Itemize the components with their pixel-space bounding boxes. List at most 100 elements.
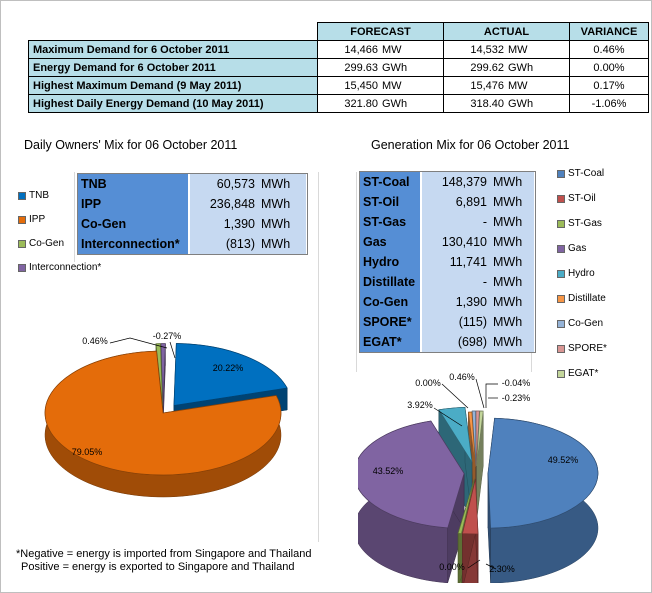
legend-label: ST-Coal: [568, 168, 605, 179]
legend-label: EGAT*: [568, 368, 599, 379]
legend-item: Hydro: [557, 268, 595, 279]
table-row: IPP 236,848 MWh: [78, 194, 306, 214]
legend-label: Gas: [568, 243, 587, 254]
actual-unit: GWh: [508, 61, 534, 74]
row-label: Highest Maximum Demand (9 May 2011): [28, 76, 318, 95]
mix-unit: MWh: [490, 252, 534, 272]
legend-item: Interconnection*: [18, 262, 101, 273]
data-label: -0.04%: [502, 378, 531, 388]
pie-slice-top: [173, 343, 288, 406]
interconnection-note: *Negative = energy is imported from Sing…: [16, 548, 311, 574]
actual-unit: MW: [508, 43, 528, 56]
legend-swatch: [18, 215, 26, 224]
mix-unit: MWh: [258, 174, 306, 194]
pie-slice-top: [487, 417, 599, 529]
legend-item: ST-Oil: [557, 193, 596, 204]
generation-mix-pie-chart: 49.52% 2.30% 0.00% 43.52% 3.92% 0.00% 0.46% -0.…: [358, 372, 599, 583]
legend-item: Distillate: [557, 293, 606, 304]
mix-value: 11,741: [421, 252, 490, 272]
legend-swatch: [557, 294, 565, 303]
table-row: Co-Gen 1,390 MWh: [78, 214, 306, 234]
actual-value: 15,476: [470, 79, 504, 92]
pie-slice-top: [457, 478, 475, 534]
variance-cell: 0.46%: [569, 40, 649, 59]
data-label: 0.00%: [415, 378, 441, 388]
divider-line: [74, 172, 75, 262]
table-row: Highest Daily Energy Demand (10 May 2011…: [28, 94, 649, 113]
legend-item: ST-Coal: [557, 168, 604, 179]
actual-cell: 15,476 MW: [443, 76, 570, 95]
legend-label: Hydro: [568, 268, 595, 279]
pie-slice-top: [44, 350, 282, 476]
forecast-cell: 299.63 GWh: [317, 58, 444, 77]
mix-value: (115): [421, 312, 490, 332]
generation-mix-table: ST-Coal 148,379 MWh ST-Oil 6,891 MWh ST-Gas -…: [360, 172, 535, 352]
mix-name: ST-Coal: [360, 172, 422, 192]
pie-slice-top: [358, 420, 465, 529]
mix-unit: MWh: [258, 214, 306, 234]
actual-value: 14,532: [470, 43, 504, 56]
leader-line: [475, 378, 485, 409]
row-label: Highest Daily Energy Demand (10 May 2011…: [28, 94, 318, 113]
variance-cell: -1.06%: [569, 94, 649, 113]
generation-mix-title: Generation Mix for 06 October 2011: [371, 138, 570, 152]
legend-item: IPP: [18, 214, 45, 225]
table-row: SPORE* (115) MWh: [360, 312, 534, 332]
owners-mix-legend: TNB IPP Co-Gen Interconnection*: [18, 190, 118, 280]
legend-swatch: [557, 319, 565, 328]
table-header-row: FORECAST ACTUAL VARIANCE: [28, 22, 649, 41]
forecast-value: 299.63: [344, 61, 378, 74]
legend-swatch: [18, 239, 26, 248]
data-label: 0.46%: [82, 336, 108, 346]
mix-unit: MWh: [490, 192, 534, 212]
legend-item: Gas: [557, 243, 586, 254]
data-label: 49.52%: [548, 455, 579, 465]
mix-name: Interconnection*: [78, 234, 190, 254]
pie-slice-top: [160, 343, 166, 406]
forecast-unit: GWh: [382, 97, 408, 110]
demand-summary-table: FORECAST ACTUAL VARIANCE Maximum Demand …: [28, 22, 649, 113]
legend-label: Distillate: [568, 293, 606, 304]
pie-slice: [44, 350, 282, 498]
legend-swatch: [18, 263, 26, 272]
divider-line: [356, 172, 357, 372]
legend-item: TNB: [18, 190, 49, 201]
pie-slice-top: [438, 406, 473, 463]
data-label: 2.30%: [489, 564, 515, 574]
leader-line: [485, 383, 498, 408]
owners-mix-pie-chart: 20.22% 79.05% 0.46% -0.27%: [44, 331, 288, 498]
legend-label: ST-Oil: [568, 193, 596, 204]
legend-swatch: [557, 269, 565, 278]
forecast-unit: GWh: [382, 61, 408, 74]
header-actual: ACTUAL: [443, 22, 570, 41]
owners-mix-table: TNB 60,573 MWh IPP 236,848 MWh Co-Gen 1,390 MW…: [78, 174, 307, 254]
pie-slice-top: [471, 410, 477, 467]
table-row: ST-Gas - MWh: [360, 212, 534, 232]
mix-unit: MWh: [490, 172, 534, 192]
legend-label: ST-Gas: [568, 218, 602, 229]
actual-cell: 299.62 GWh: [443, 58, 570, 77]
legend-label: Co-Gen: [29, 238, 65, 249]
mix-value: 1,390: [421, 292, 490, 312]
forecast-unit: MW: [382, 43, 402, 56]
mix-unit: MWh: [490, 272, 534, 292]
mix-unit: MWh: [490, 212, 534, 232]
table-row: TNB 60,573 MWh: [78, 174, 306, 194]
table-row: Hydro 11,741 MWh: [360, 252, 534, 272]
mix-name: Gas: [360, 232, 422, 252]
table-row: Highest Maximum Demand (9 May 2011) 15,4…: [28, 76, 649, 95]
actual-unit: GWh: [508, 97, 534, 110]
note-line-negative: *Negative = energy is imported from Sing…: [16, 548, 312, 560]
mix-value: 1,390: [189, 214, 258, 234]
leader-line: [433, 407, 463, 427]
generation-mix-table-frame: ST-Coal 148,379 MWh ST-Oil 6,891 MWh ST-Gas -…: [359, 171, 536, 353]
table-row: Interconnection* (813) MWh: [78, 234, 306, 254]
data-label: 3.92%: [407, 400, 433, 410]
data-label: -0.27%: [153, 331, 182, 341]
legend-item: ST-Gas: [557, 218, 602, 229]
legend-label: IPP: [29, 214, 46, 225]
actual-cell: 14,532 MW: [443, 40, 570, 59]
header-forecast: FORECAST: [317, 22, 444, 41]
pie-slice: [462, 478, 479, 583]
pie-slice: [358, 420, 465, 583]
